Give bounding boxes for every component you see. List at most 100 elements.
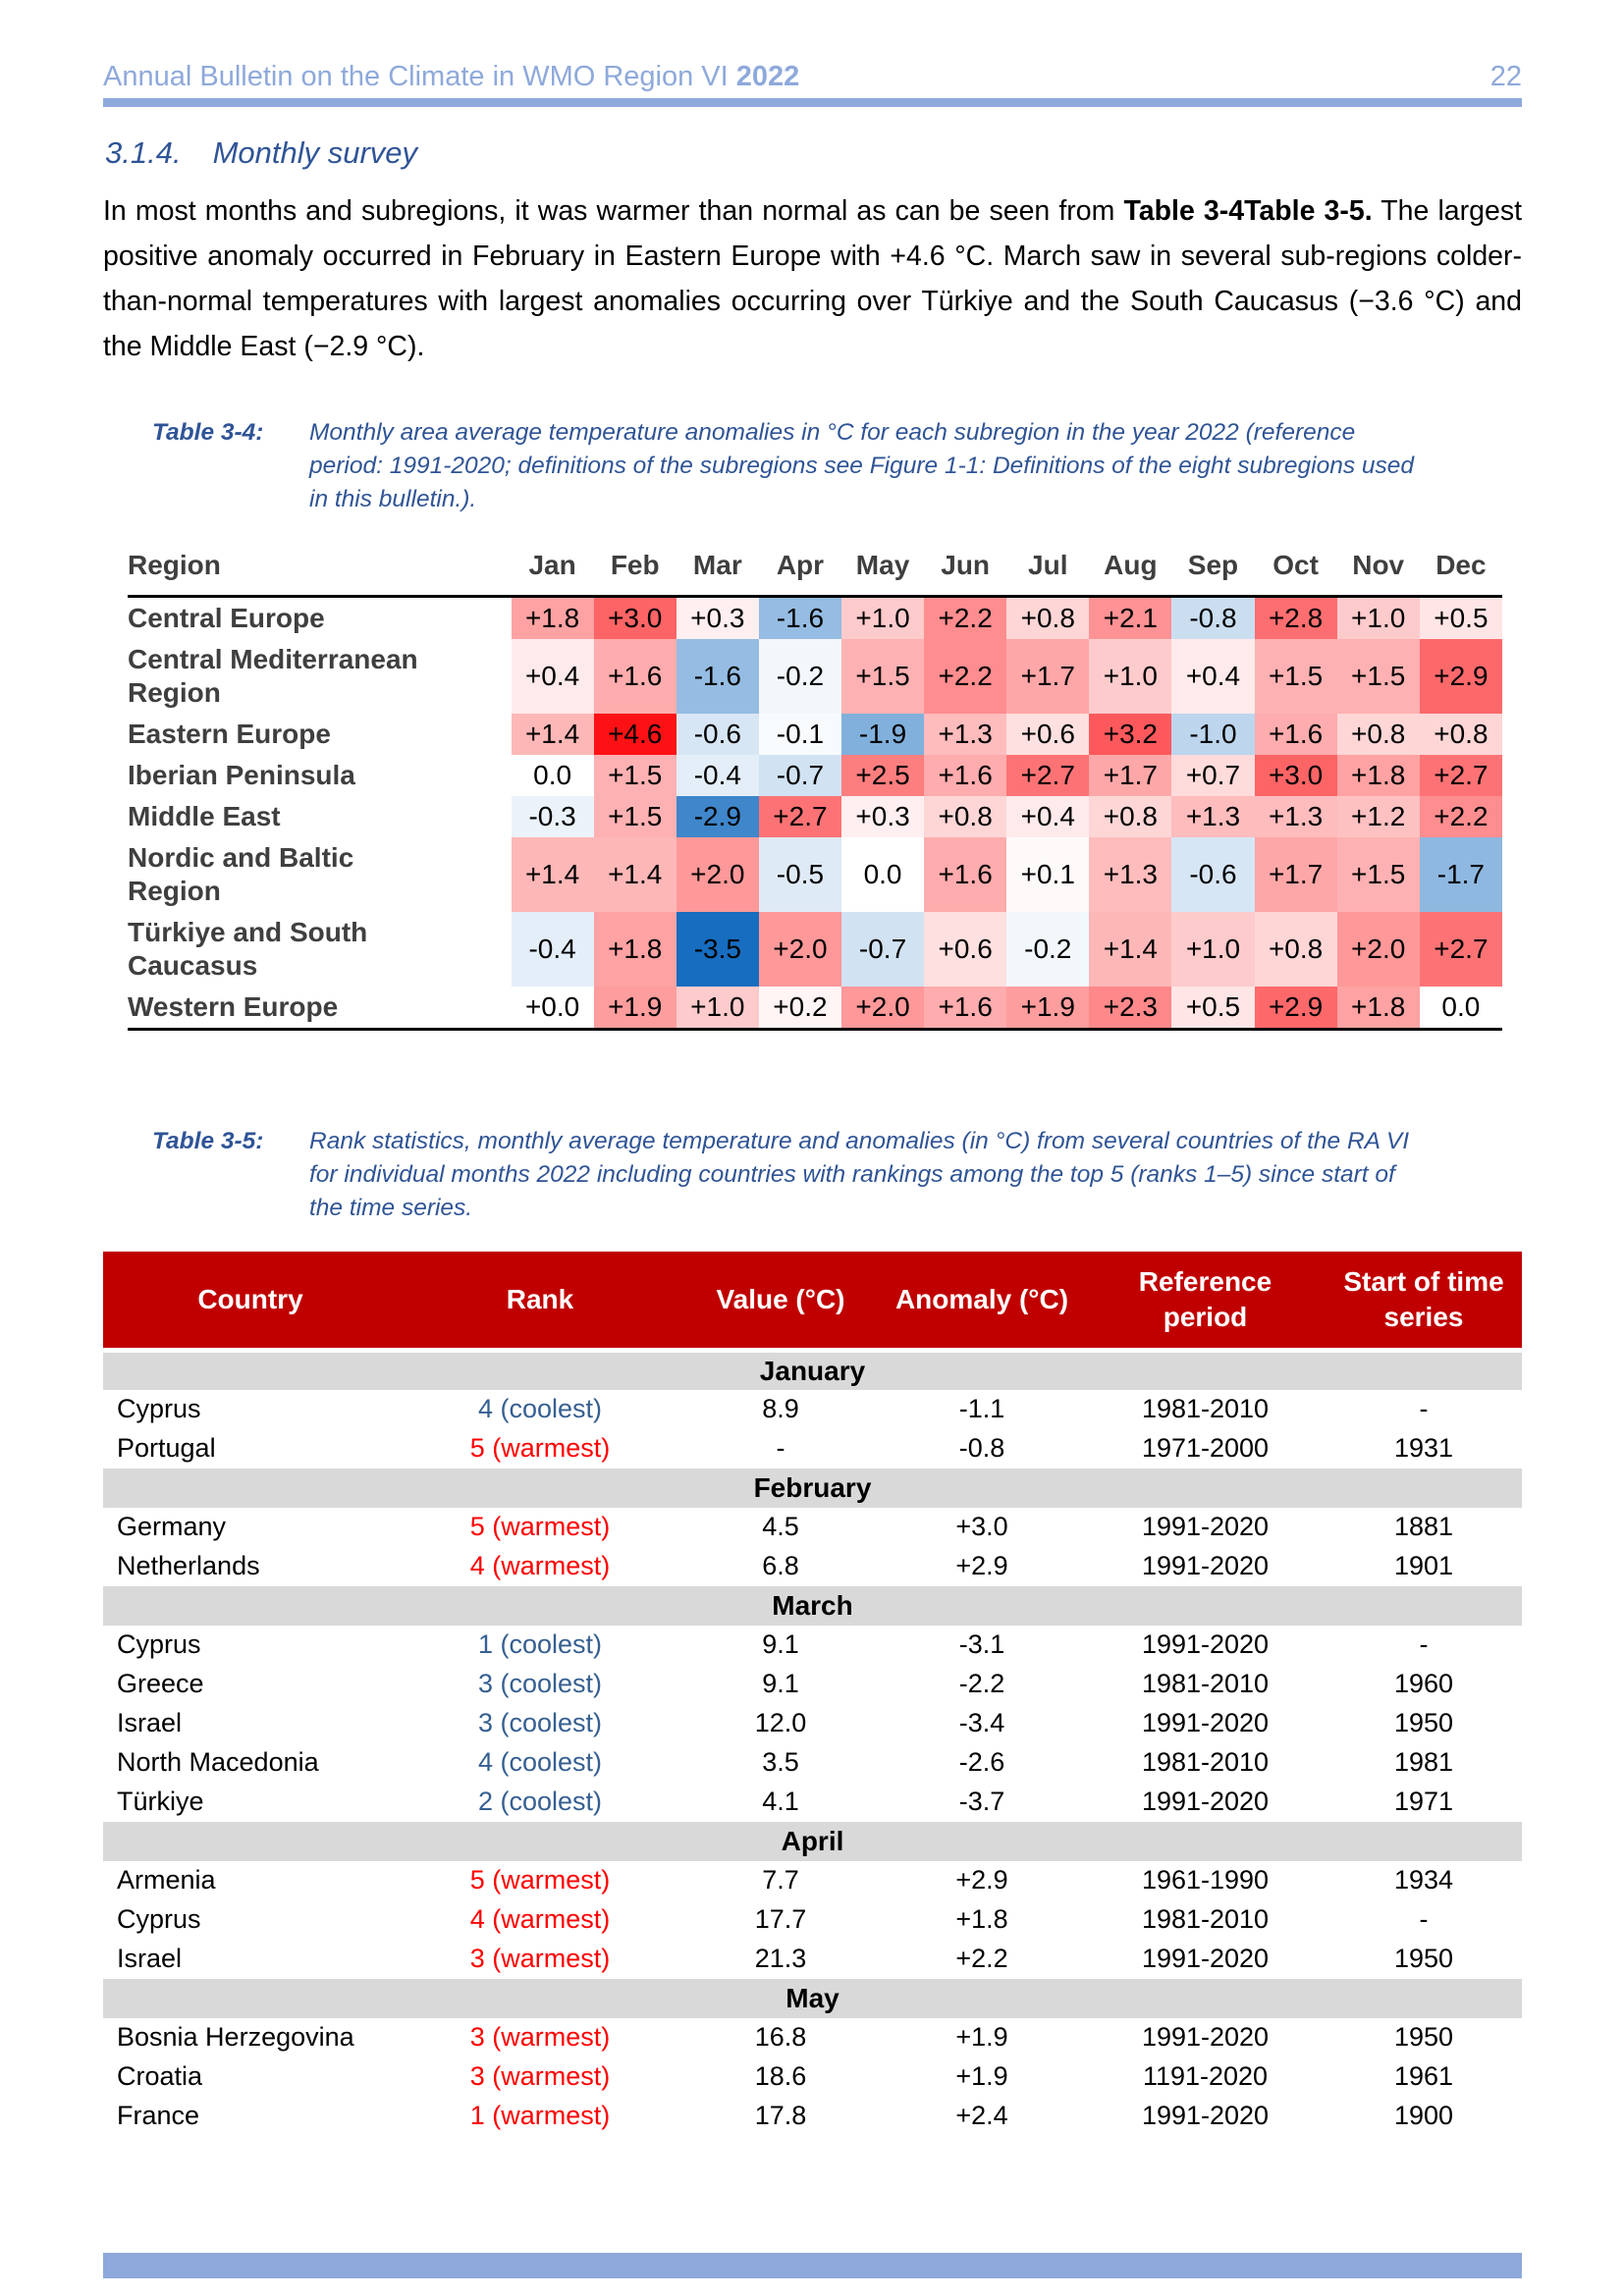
start-year-cell: 1981	[1393, 1747, 1454, 1777]
start-year-cell: 1971	[1393, 1787, 1454, 1816]
anomaly-value-cell: +1.5	[840, 639, 925, 714]
month-band-row: January	[103, 1350, 1522, 1390]
anomaly-value-cell: +0.8	[1006, 596, 1090, 639]
value-cell: 17.7	[754, 1904, 807, 1934]
anomaly-value-cell: +0.3	[840, 796, 925, 837]
anomaly-value-cell: +1.0	[1336, 596, 1420, 639]
start-year-cell: -	[1419, 1904, 1429, 1934]
country-row: Bosnia Herzegovina 3 (warmest) 16.8 +1.9 199…	[103, 2018, 1522, 2057]
anomaly-value-cell: +1.3	[1254, 796, 1337, 837]
anomaly-value-cell: +0.0	[511, 987, 594, 1030]
month-header-cell: Mar	[676, 544, 759, 598]
reference-period-cell: 1981-2010	[1141, 1904, 1270, 1934]
anomaly-value-cell: 0.0	[511, 755, 594, 796]
anomaly-value-cell: +0.5	[1171, 987, 1255, 1030]
column-header-cell: Reference period	[1085, 1252, 1326, 1353]
anomaly-value-cell: +1.7	[1006, 639, 1090, 714]
reference-period-cell: 1981-2010	[1141, 1394, 1270, 1423]
value-cell: 3.5	[762, 1747, 799, 1777]
anomaly-value-cell: -0.7	[758, 755, 841, 796]
anomaly-value-cell: +1.5	[1254, 639, 1337, 714]
country-cell: France	[117, 2101, 200, 2130]
anomaly-cell: -3.4	[958, 1708, 1005, 1737]
anomaly-cell: +2.9	[955, 1865, 1008, 1895]
value-cell: 12.0	[754, 1708, 807, 1737]
rank-cell: 1 (warmest)	[469, 2101, 611, 2130]
month-header-cell: Jun	[924, 544, 1007, 598]
reference-period-cell: 1981-2010	[1141, 1747, 1270, 1777]
anomaly-value-cell: +1.4	[1089, 912, 1172, 987]
anomaly-value-cell: +2.1	[1089, 596, 1172, 639]
caption-text: Rank statistics, monthly average tempera…	[309, 1128, 1410, 1221]
anomaly-value-cell: +0.7	[1171, 755, 1255, 796]
country-cell: Cyprus	[117, 1904, 201, 1934]
start-year-cell: 1931	[1393, 1433, 1454, 1463]
rank-cell: 4 (warmest)	[469, 1904, 611, 1934]
anomaly-value-cell: +2.9	[1419, 639, 1502, 714]
region-name-cell: Central Europe	[128, 603, 325, 633]
anomaly-cell: -0.8	[958, 1433, 1005, 1463]
anomaly-value-cell: +2.0	[1336, 912, 1420, 987]
region-name-cell: Iberian Peninsula	[128, 760, 355, 790]
reference-period-cell: 1961-1990	[1141, 1865, 1270, 1895]
column-header-cell: Start of time series	[1326, 1252, 1522, 1353]
rank-cell: 3 (coolest)	[477, 1708, 603, 1737]
page-header: Annual Bulletin on the Climate in WMO Re…	[103, 61, 1522, 93]
section-title: Monthly survey	[212, 135, 418, 170]
anomaly-cell: -3.7	[958, 1787, 1005, 1816]
paragraph-segment: Table 3-4Table 3-5.	[1123, 195, 1373, 227]
anomaly-value-cell: +1.0	[1171, 912, 1255, 987]
anomaly-value-cell: +0.2	[758, 987, 841, 1030]
value-cell: 7.7	[762, 1865, 799, 1895]
anomaly-value-cell: +1.8	[1336, 755, 1420, 796]
anomaly-value-cell: +1.5	[593, 796, 677, 837]
anomaly-value-cell: -0.6	[676, 714, 759, 755]
anomaly-value-cell: +1.8	[511, 596, 594, 639]
start-year-cell: 1900	[1393, 2101, 1454, 2130]
anomaly-cell: +2.2	[955, 1944, 1008, 1973]
column-header-cell: Anomaly (°C)	[879, 1252, 1085, 1353]
month-header-cell: Feb	[593, 544, 677, 598]
anomaly-table: Region Jan Feb Mar Apr May Jun Jul Aug Sep Oct Nov D…	[128, 544, 1502, 1031]
country-row: Armenia 5 (warmest) 7.7 +2.9 1961-1990 1934	[103, 1861, 1522, 1900]
country-row: Israel 3 (warmest) 21.3 +2.2 1991-2020 1950	[103, 1940, 1522, 1979]
anomaly-value-cell: +1.3	[924, 714, 1007, 755]
country-cell: Armenia	[117, 1865, 216, 1895]
rank-cell: 5 (warmest)	[469, 1512, 611, 1541]
country-cell: Portugal	[117, 1433, 216, 1463]
country-row: Portugal 5 (warmest) - -0.8 1971-2000 1931	[103, 1429, 1522, 1468]
region-row: Eastern Europe +1.4 +4.6 -0.6 -0.1 -1.9 +1.3 +0…	[128, 714, 1502, 755]
anomaly-value-cell: +0.1	[1006, 837, 1090, 912]
value-cell: 17.8	[754, 2101, 807, 2130]
region-name-cell: Türkiye and South Caucasus	[128, 917, 368, 981]
anomaly-value-cell: +1.9	[593, 987, 677, 1030]
caption-text: Monthly area average temperature anomali…	[309, 419, 1415, 512]
paragraph-segment: In most months and subregions, it was wa…	[103, 195, 1124, 227]
anomaly-value-cell: -1.6	[758, 596, 841, 639]
anomaly-value-cell: +3.0	[1254, 755, 1337, 796]
country-row: Cyprus 1 (coolest) 9.1 -3.1 1991-2020 -	[103, 1626, 1522, 1665]
anomaly-value-cell: +0.8	[924, 796, 1007, 837]
anomaly-value-cell: +0.6	[924, 912, 1007, 987]
rank-cell: 2 (coolest)	[477, 1787, 603, 1816]
anomaly-value-cell: -0.4	[511, 912, 594, 987]
anomaly-value-cell: +1.6	[924, 755, 1007, 796]
value-cell: 9.1	[762, 1629, 799, 1659]
anomaly-value-cell: -0.5	[758, 837, 841, 912]
anomaly-value-cell: -0.7	[840, 912, 925, 987]
rank-table-head: Country Rank Value (°C) Anomaly (°C) Referen…	[103, 1252, 1522, 1353]
region-name-cell: Nordic and Baltic Region	[128, 842, 354, 906]
anomaly-value-cell: +0.3	[676, 596, 759, 639]
anomaly-value-cell: -1.7	[1419, 837, 1502, 912]
anomaly-value-cell: +2.0	[840, 987, 925, 1030]
reference-period-cell: 1991-2020	[1141, 1512, 1270, 1541]
paragraph-segment: The largest positive anomaly occurred in…	[103, 195, 1522, 362]
anomaly-header-row: Region Jan Feb Mar Apr May Jun Jul Aug Sep Oct Nov D…	[128, 544, 1502, 598]
region-row: Nordic and Baltic Region +1.4 +1.4 +2.0 -0.5 0…	[128, 837, 1502, 912]
anomaly-value-cell: +1.7	[1089, 755, 1172, 796]
anomaly-value-cell: -0.1	[758, 714, 841, 755]
region-name-cell: Western Europe	[128, 991, 339, 1022]
anomaly-value-cell: -0.2	[758, 639, 841, 714]
reference-period-cell: 1991-2020	[1141, 2022, 1270, 2052]
